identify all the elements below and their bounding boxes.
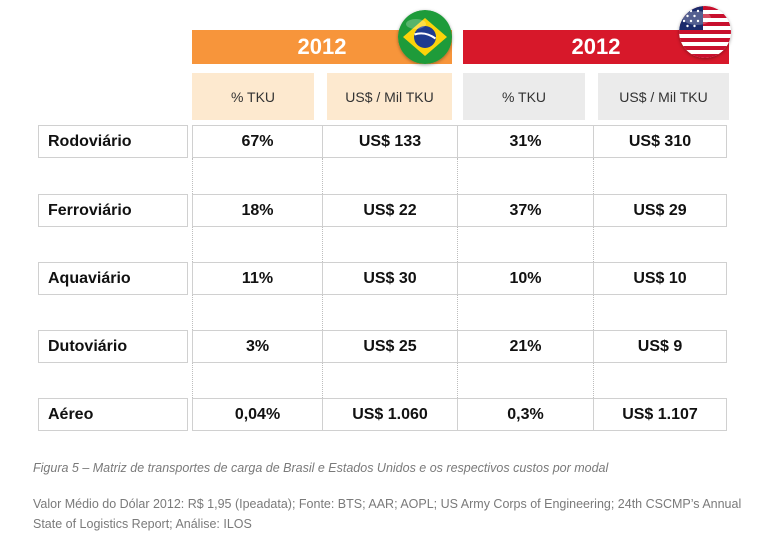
- table-cell: US$ 10: [593, 262, 727, 295]
- usa-tku-value: 37%: [509, 201, 542, 219]
- brazil-cost-value: US$ 133: [358, 132, 422, 150]
- brazil-cost-value: US$ 30: [363, 269, 417, 287]
- mode-label: Dutoviário: [48, 337, 128, 355]
- table-cell: 67%: [192, 125, 323, 158]
- separator: [593, 227, 594, 262]
- separator: [322, 227, 323, 262]
- table-row-label: Dutoviário: [38, 330, 188, 363]
- separator: [457, 295, 458, 330]
- separator: [322, 295, 323, 330]
- separator: [457, 227, 458, 262]
- separator: [593, 158, 594, 194]
- source-note: Valor Médio do Dólar 2012: R$ 1,95 (Ipea…: [33, 497, 742, 531]
- table-row-label: Aéreo: [38, 398, 188, 431]
- usa-cost-value: US$ 29: [633, 201, 687, 219]
- usa-cost-value: US$ 1.107: [622, 405, 698, 423]
- brazil-tku-value: 67%: [241, 132, 274, 150]
- table-row-label: Rodoviário: [38, 125, 188, 158]
- usa-col-cost-header: US$ / Mil TKU: [598, 73, 729, 120]
- usa-cost-value: US$ 9: [637, 337, 683, 355]
- separator: [593, 295, 594, 330]
- mode-label: Aquaviário: [48, 269, 131, 287]
- table-cell: US$ 29: [593, 194, 727, 227]
- table-cell: 10%: [457, 262, 594, 295]
- table-cell: 37%: [457, 194, 594, 227]
- table-cell: US$ 30: [322, 262, 458, 295]
- table-cell: US$ 1.107: [593, 398, 727, 431]
- brazil-tku-value: 0,04%: [234, 405, 281, 423]
- table-cell: 11%: [192, 262, 323, 295]
- figure-caption: Figura 5 – Matriz de transportes de carg…: [33, 461, 609, 475]
- usa-tku-value: 31%: [509, 132, 542, 150]
- separator: [192, 158, 193, 194]
- table-cell: 31%: [457, 125, 594, 158]
- separator: [192, 363, 193, 398]
- separator: [192, 227, 193, 262]
- separator: [457, 363, 458, 398]
- table-cell: US$ 310: [593, 125, 727, 158]
- brazil-tku-value: 11%: [241, 269, 274, 287]
- table-row-label: Aquaviário: [38, 262, 188, 295]
- separator: [322, 363, 323, 398]
- mode-label: Aéreo: [48, 405, 94, 423]
- separator: [457, 158, 458, 194]
- usa-tku-value: 10%: [509, 269, 542, 287]
- table-cell: 3%: [192, 330, 323, 363]
- brazil-cost-value: US$ 25: [363, 337, 417, 355]
- table-cell: US$ 9: [593, 330, 727, 363]
- usa-col-tku-label: % TKU: [501, 88, 547, 105]
- usa-cost-value: US$ 10: [633, 269, 687, 287]
- usa-cost-value: US$ 310: [628, 132, 692, 150]
- usa-col-cost-label: US$ / Mil TKU: [619, 88, 708, 105]
- brazil-col-tku-label: % TKU: [230, 88, 276, 105]
- usa-tku-value: 21%: [509, 337, 542, 355]
- separator: [322, 158, 323, 194]
- usa-year-label: 2012: [571, 34, 621, 59]
- separator: [192, 295, 193, 330]
- usa-flag-icon: [679, 6, 731, 58]
- brazil-col-cost-header: US$ / Mil TKU: [327, 73, 452, 120]
- table-cell: 21%: [457, 330, 594, 363]
- table-cell: 0,3%: [457, 398, 594, 431]
- brazil-flag-icon: [398, 10, 452, 64]
- brazil-col-cost-label: US$ / Mil TKU: [345, 88, 434, 105]
- table-row-label: Ferroviário: [38, 194, 188, 227]
- separator: [593, 363, 594, 398]
- brazil-col-tku-header: % TKU: [192, 73, 314, 120]
- table-cell: 0,04%: [192, 398, 323, 431]
- mode-label: Ferroviário: [48, 201, 132, 219]
- table-cell: 18%: [192, 194, 323, 227]
- brazil-cost-value: US$ 22: [363, 201, 417, 219]
- usa-col-tku-header: % TKU: [463, 73, 585, 120]
- table-cell: US$ 1.060: [322, 398, 458, 431]
- brazil-cost-value: US$ 1.060: [352, 405, 428, 423]
- brazil-tku-value: 3%: [245, 337, 270, 355]
- table-cell: US$ 22: [322, 194, 458, 227]
- usa-tku-value: 0,3%: [507, 405, 544, 423]
- table-cell: US$ 25: [322, 330, 458, 363]
- mode-label: Rodoviário: [48, 132, 132, 150]
- brazil-year-label: 2012: [297, 34, 347, 59]
- brazil-tku-value: 18%: [241, 201, 274, 219]
- table-cell: US$ 133: [322, 125, 458, 158]
